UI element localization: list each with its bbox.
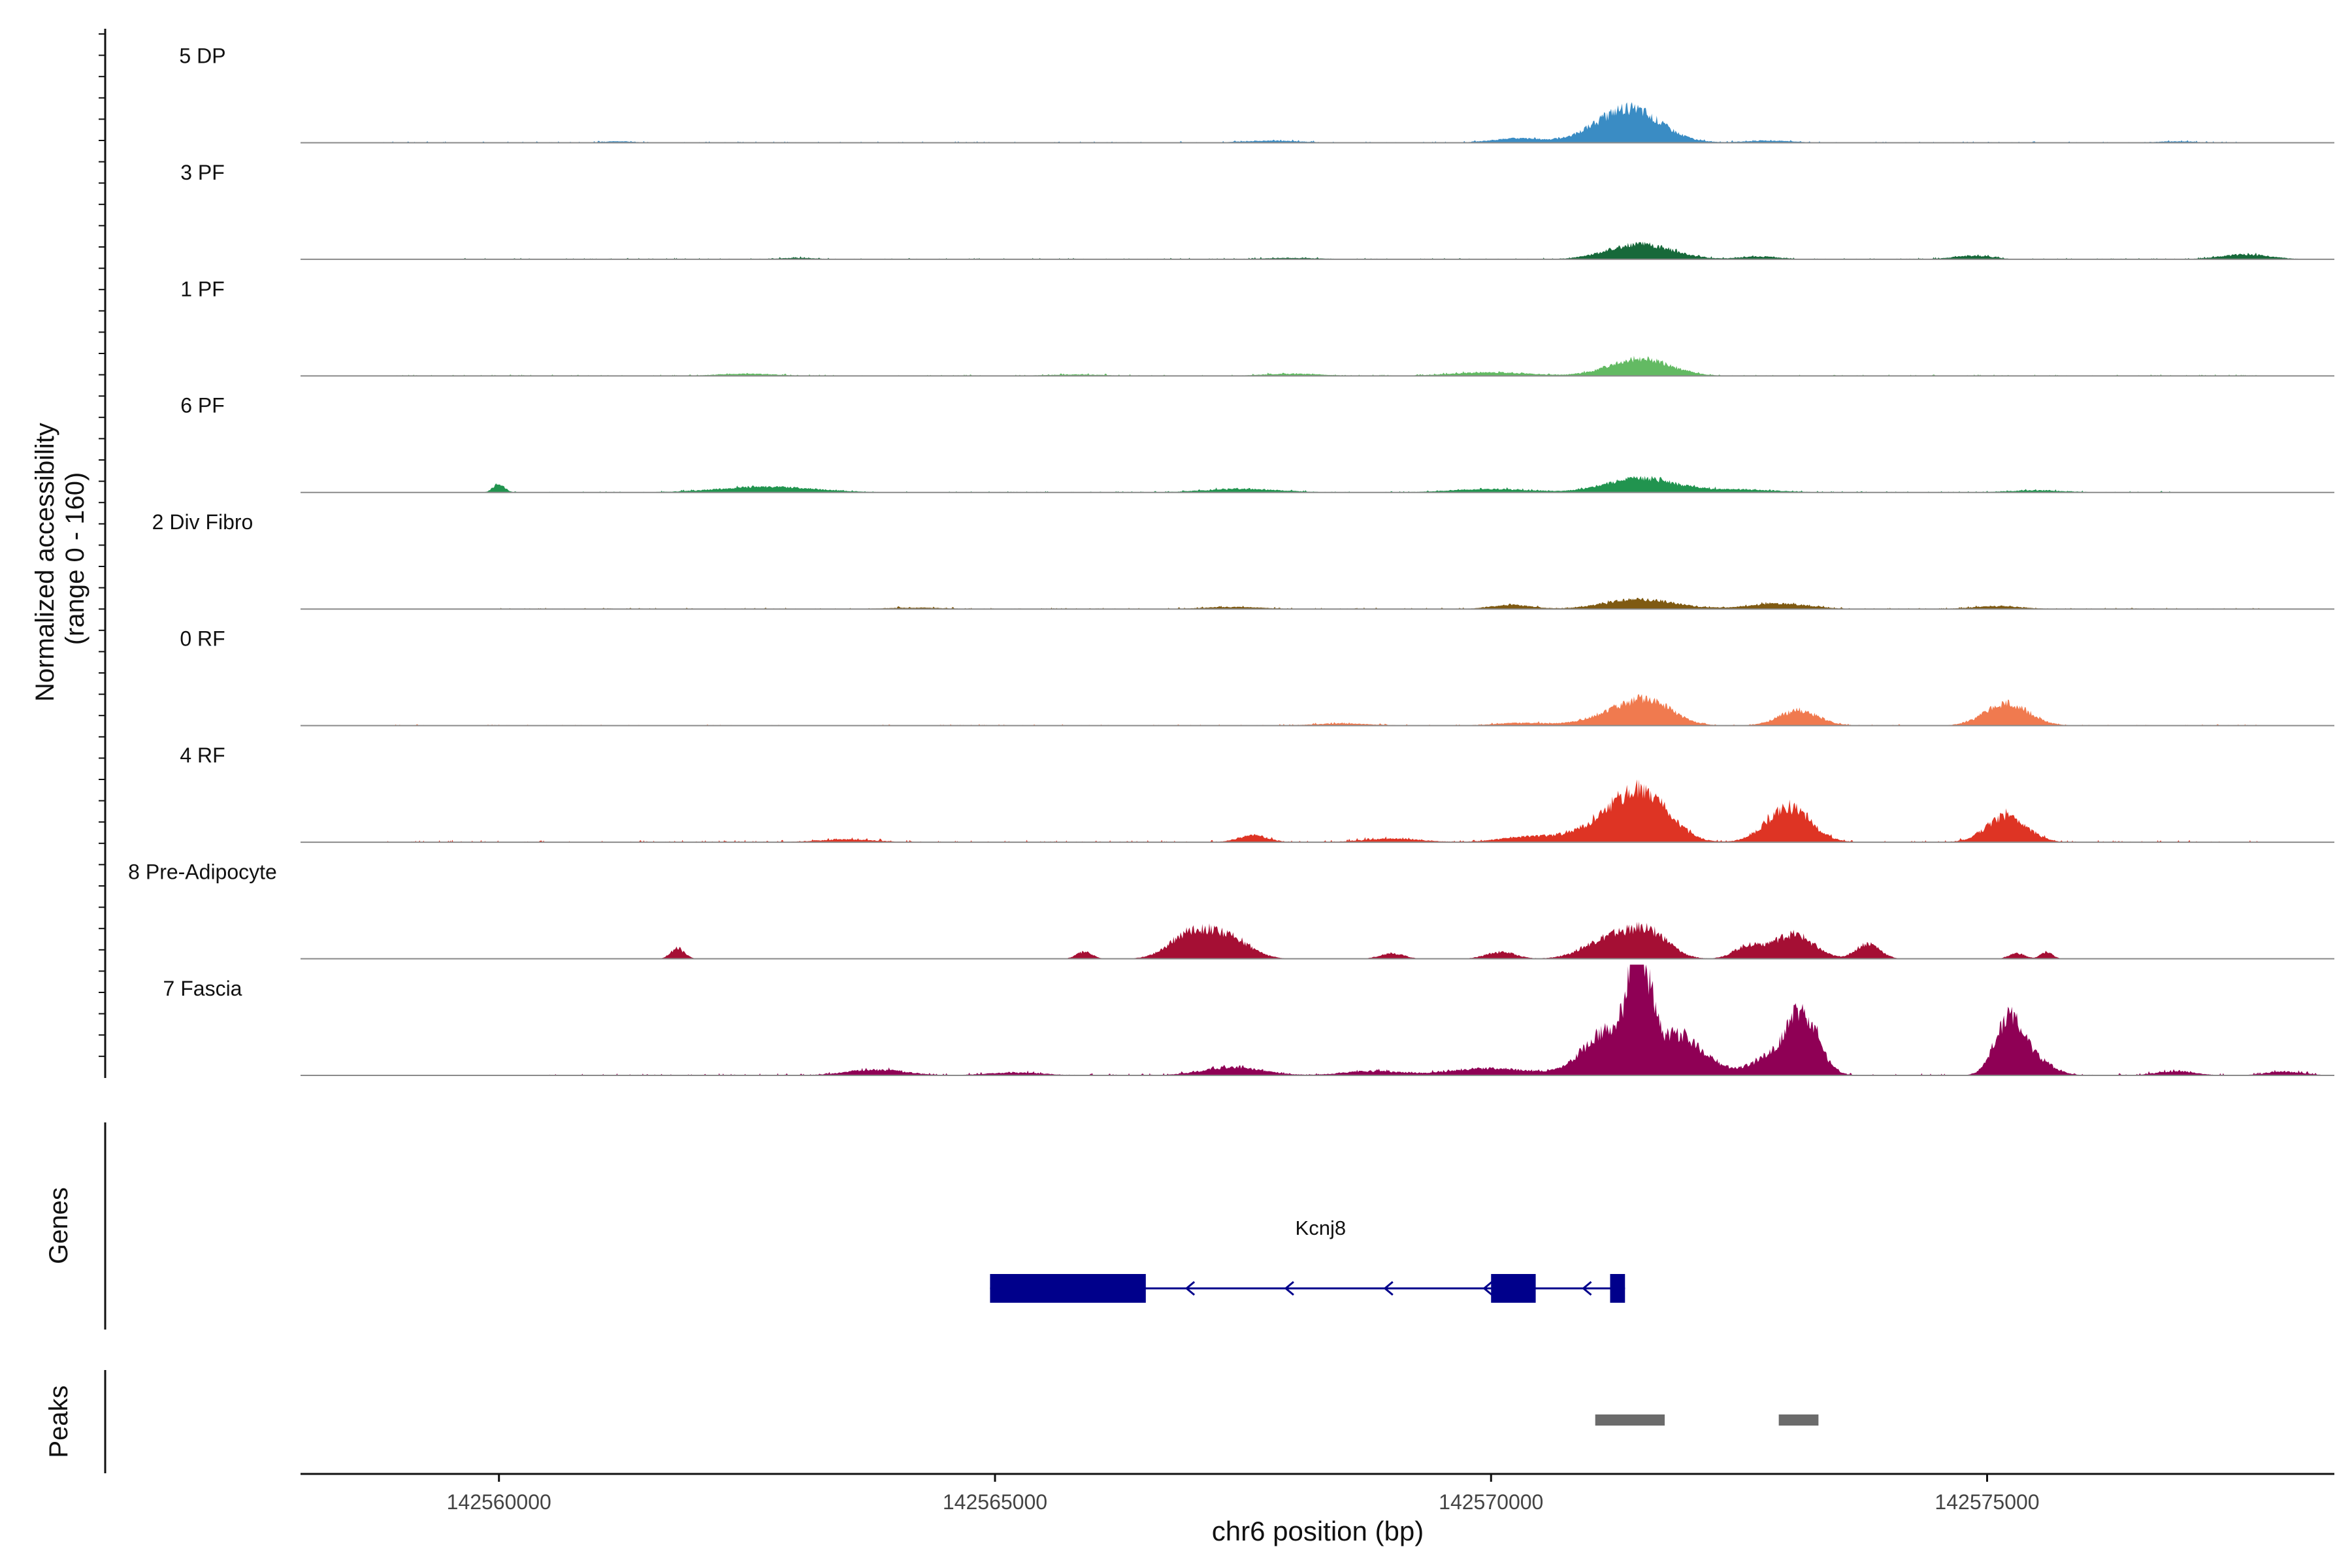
track-3-pf: 3 PF [180, 161, 2334, 260]
track-label: 4 RF [180, 743, 225, 767]
track-label: 2 Div Fibro [152, 510, 253, 534]
track-signal [301, 964, 2334, 1075]
gene-exon [1491, 1274, 1536, 1303]
strand-arrow [1184, 1281, 1196, 1296]
x-tick-label: 142575000 [1935, 1490, 2039, 1514]
track-8-pre-adipocyte: 8 Pre-Adipocyte [128, 860, 2334, 960]
track-6-pf: 6 PF [180, 394, 2334, 493]
peak-region [1595, 1414, 1665, 1426]
track-signal [301, 355, 2334, 376]
gene-exon [990, 1274, 1146, 1303]
track-0-rf: 0 RF [180, 627, 2334, 727]
track-signal [301, 694, 2334, 726]
track-signal [301, 779, 2334, 843]
peaks-panel: Peaks [44, 1370, 1819, 1473]
gene-model [990, 1274, 1625, 1303]
track-signal [301, 102, 2334, 143]
track-label: 1 PF [180, 277, 225, 301]
track-signal [301, 921, 2334, 959]
track-2-div-fibro: 2 Div Fibro [152, 510, 2334, 610]
x-axis-label: chr6 position (bp) [1212, 1516, 1424, 1546]
track-signal [301, 241, 2334, 259]
track-7-fascia: 7 Fascia [163, 964, 2334, 1076]
x-tick-label: 142560000 [447, 1490, 551, 1514]
strand-arrow [1482, 1281, 1493, 1296]
strand-arrow [1383, 1281, 1394, 1296]
x-tick-label: 142565000 [943, 1490, 1047, 1514]
track-label: 6 PF [180, 394, 225, 417]
coverage-y-label-line2: (range 0 - 160) [61, 472, 90, 645]
x-axis-ticks: 142560000 142565000 142570000 142575000 [447, 1474, 2040, 1514]
coverage-tracks: 5 DP 3 PF 1 PF 6 PF 2 Div Fibro 0 RF 4 RF 8 Pre… [128, 44, 2334, 1076]
gene-name-label: Kcnj8 [1296, 1217, 1347, 1239]
track-5-dp: 5 DP [179, 44, 2334, 144]
coverage-y-label: Normalized accessibility (range 0 - 160) [31, 416, 90, 702]
strand-arrow [1284, 1281, 1294, 1296]
track-label: 0 RF [180, 627, 225, 651]
genes-panel-title: Genes [44, 1187, 73, 1264]
track-signal [301, 476, 2334, 493]
peak-region [1778, 1414, 1819, 1426]
peak-regions [1595, 1414, 1819, 1426]
track-label: 5 DP [179, 44, 225, 67]
genes-panel: Genes Kcnj8 [44, 1122, 1625, 1330]
track-label: 8 Pre-Adipocyte [128, 860, 277, 883]
track-signal [301, 597, 2334, 610]
track-1-pf: 1 PF [180, 277, 2334, 377]
x-tick-label: 142570000 [1439, 1490, 1543, 1514]
track-label: 3 PF [180, 161, 225, 184]
track-4-rf: 4 RF [180, 743, 2334, 843]
gene-exon [1610, 1274, 1625, 1303]
coverage-y-axis [99, 29, 106, 1078]
coverage-y-ticks [99, 33, 105, 1057]
coverage-y-label-line1: Normalized accessibility [31, 423, 59, 702]
track-label: 7 Fascia [163, 977, 242, 1000]
peaks-panel-title: Peaks [44, 1385, 73, 1458]
strand-arrow [1582, 1281, 1592, 1296]
x-axis: 142560000 142565000 142570000 142575000 chr… [301, 1473, 2334, 1546]
